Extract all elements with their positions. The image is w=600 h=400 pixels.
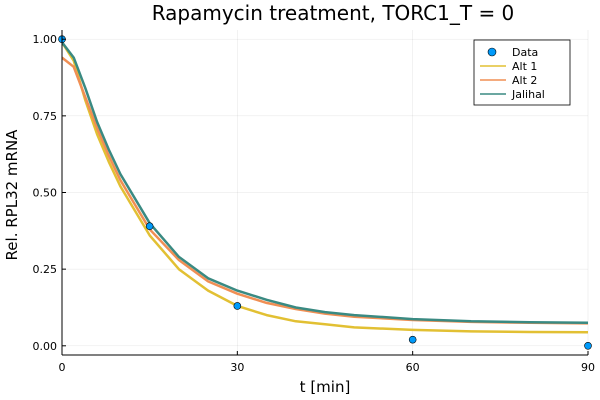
x-tick-label: 0	[59, 361, 66, 374]
series-line-jalihal	[62, 41, 588, 325]
grid	[61, 30, 589, 355]
x-tick-label: 90	[581, 361, 595, 374]
chart-title: Rapamycin treatment, TORC1_T = 0	[152, 1, 515, 25]
legend-swatch-marker	[487, 47, 497, 57]
x-tick-label: 60	[406, 361, 420, 374]
legend-label: Jalihal	[511, 88, 545, 101]
y-tick-label: 0.50	[33, 187, 58, 200]
y-tick-label: 0.25	[33, 263, 58, 276]
y-axis-label: Rel. RPL32 mRNA	[3, 129, 21, 261]
y-tick-label: 0.75	[33, 110, 58, 123]
x-axis-label: t [min]	[300, 378, 351, 396]
data-point	[584, 342, 592, 350]
data-point	[233, 302, 242, 310]
legend-label: Alt 1	[512, 60, 537, 73]
tick-labels: 0 30 60 90 0.00 0.25 0.50 0.75 1.00	[33, 33, 596, 374]
series-group	[62, 41, 588, 334]
legend-label: Data	[512, 46, 538, 59]
data-point	[408, 335, 417, 344]
series-line-alt-1	[62, 41, 588, 334]
y-tick-label: 1.00	[33, 33, 58, 46]
y-tick-label: 0.00	[33, 340, 58, 353]
data-point	[145, 222, 154, 231]
axes	[61, 30, 589, 356]
x-tick-label: 30	[230, 361, 244, 374]
legend-label: Alt 2	[512, 74, 537, 87]
plot-area	[58, 35, 592, 350]
